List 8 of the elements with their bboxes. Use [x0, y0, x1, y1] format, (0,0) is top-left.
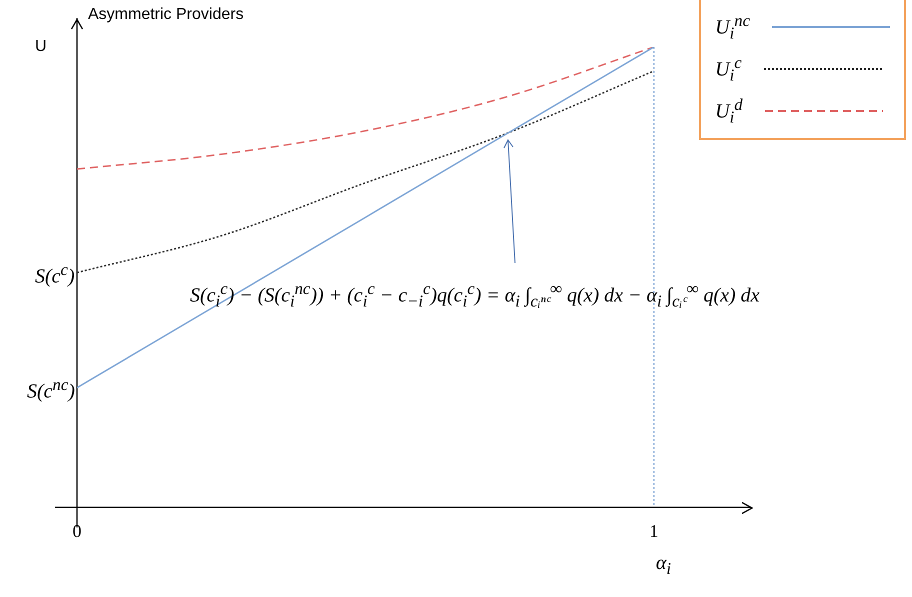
annotation: S(c$^{c}$): [35, 260, 75, 289]
x-axis-title: α$_{i}$: [656, 552, 672, 579]
annotation: S(c$^{nc}$): [27, 375, 75, 404]
x-tick-label: 1: [649, 520, 658, 541]
text: S(c$_{i}$$^{c}$) − (S(c$_{i}$$^{nc}$)) + (c$_{i}$$^{c}$ − c$_{−i}$$^{c}$)q(c$_{i}$$^{c}$) = α$_{i}$ ∫$_{cᵢⁿᶜ}$$^{∞}$ q(x) dx − α$_{i}$ ∫$_{cᵢᶜ}$$^{∞}$ q(x) dx: [190, 278, 760, 310]
y-axis-title: U: [35, 38, 47, 56]
chart-title: Asymmetric Providers: [88, 6, 244, 24]
x-tick-label: 0: [72, 520, 82, 541]
